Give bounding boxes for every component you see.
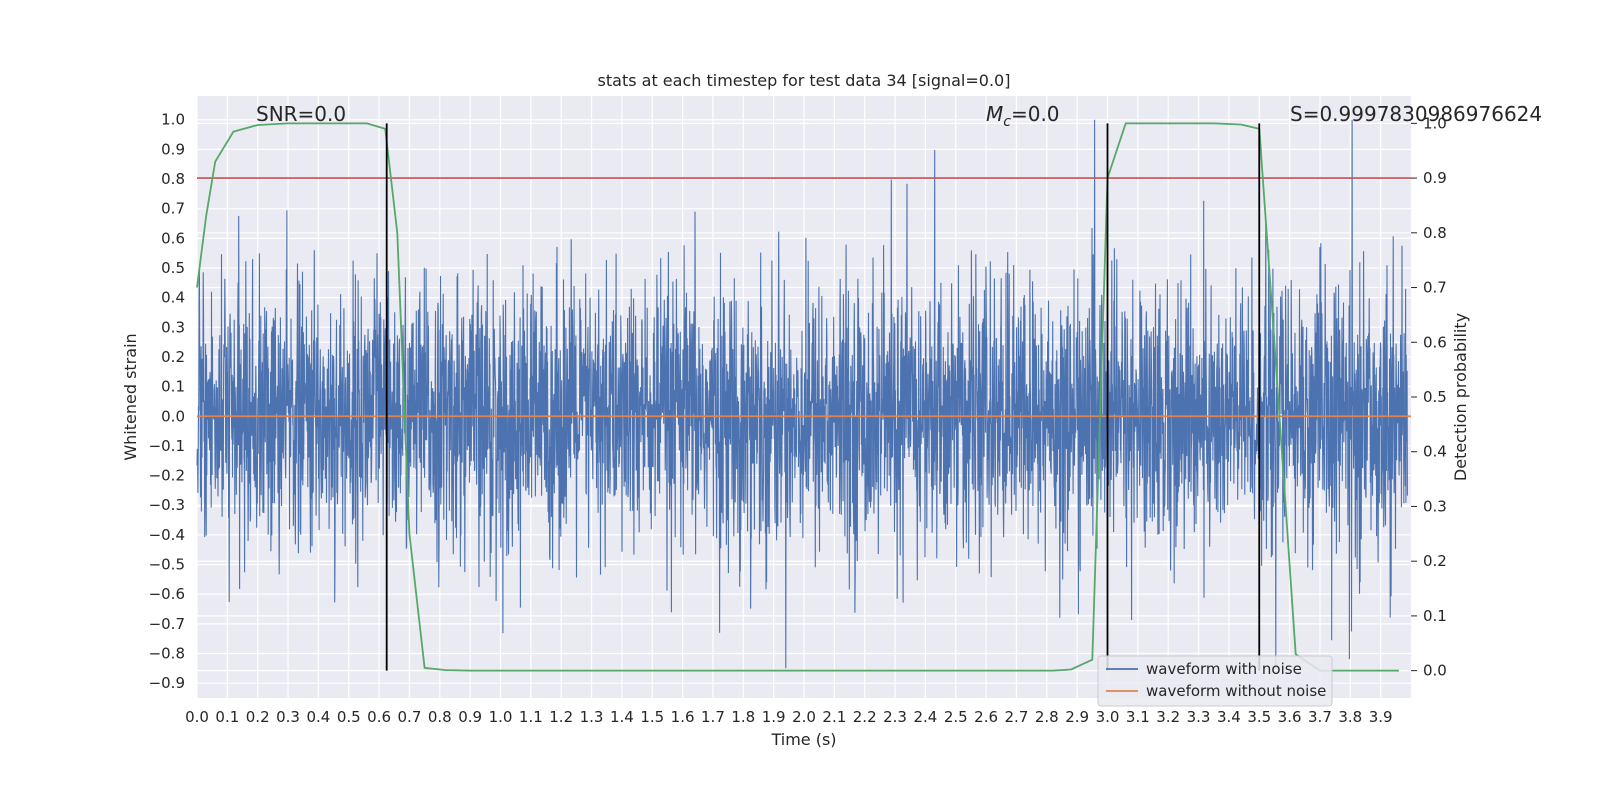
y-tick-label: −0.3 — [149, 496, 185, 514]
y-tick-label: −0.1 — [149, 437, 185, 455]
y2-tick-label: 0.5 — [1423, 388, 1447, 406]
y2-tick-label: 0.4 — [1423, 443, 1447, 461]
x-tick-label: 2.0 — [792, 708, 816, 726]
x-tick-label: 3.4 — [1217, 708, 1241, 726]
y-tick-label: 0.4 — [161, 289, 185, 307]
y2-tick-label: 1.0 — [1423, 114, 1447, 132]
y-tick-label: 0.6 — [161, 229, 185, 247]
x-tick-label: 2.9 — [1065, 708, 1089, 726]
y-ticks: 1.0 0.9 0.8 0.7 0.6 0.5 0.4 0.3 0.2 0.1 0.0 −0.1 −0.… — [149, 111, 185, 692]
x-tick-label: 1.9 — [762, 708, 786, 726]
x-tick-label: 1.7 — [701, 708, 725, 726]
y-tick-label: −0.2 — [149, 467, 185, 485]
x-ticks: 0.0 0.1 0.2 0.3 0.4 0.5 0.6 0.7 0.8 0.9 1.0 1.1 1.2 1… — [185, 708, 1393, 726]
annotation-s: S=0.9997830986976624 — [1290, 102, 1542, 126]
x-tick-label: 1.0 — [489, 708, 513, 726]
x-tick-label: 0.2 — [246, 708, 270, 726]
y-tick-label: −0.4 — [149, 526, 185, 544]
x-tick-label: 0.8 — [428, 708, 452, 726]
x-tick-label: 0.5 — [337, 708, 361, 726]
y2-tick-label: 0.9 — [1423, 169, 1447, 187]
series-waveform-with-noise — [196, 119, 1408, 669]
x-tick-label: 1.6 — [671, 708, 695, 726]
x-axis-label: Time (s) — [770, 730, 836, 749]
annotation-mc-main: M — [986, 102, 1003, 126]
x-tick-label: 3.1 — [1126, 708, 1150, 726]
y-tick-label: 0.3 — [161, 318, 185, 336]
legend-label-clean: waveform without noise — [1146, 682, 1326, 700]
x-tick-label: 2.8 — [1035, 708, 1059, 726]
x-tick-label: 3.8 — [1338, 708, 1362, 726]
y-tick-label: 0.0 — [161, 407, 185, 425]
annotation-snr: SNR=0.0 — [256, 102, 346, 126]
x-tick-label: 1.3 — [580, 708, 604, 726]
detection-probability-line — [196, 122, 1399, 672]
x-tick-label: 2.2 — [853, 708, 877, 726]
x-tick-label: 3.5 — [1247, 708, 1271, 726]
series-lines — [196, 122, 1411, 672]
x-tick-label: 1.5 — [640, 708, 664, 726]
x-tick-label: 0.0 — [185, 708, 209, 726]
y2-tick-label: 0.2 — [1423, 552, 1447, 570]
y-tick-label: −0.9 — [149, 674, 185, 692]
x-tick-label: 1.8 — [731, 708, 755, 726]
x-tick-label: 2.5 — [944, 708, 968, 726]
y2-tick-label: 0.7 — [1423, 279, 1447, 297]
legend: waveform with noise waveform without noi… — [1097, 655, 1333, 707]
y-tick-label: 0.8 — [161, 170, 185, 188]
y-tick-label: 0.9 — [161, 140, 185, 158]
y2-tick-label: 0.3 — [1423, 497, 1447, 515]
x-tick-label: 1.2 — [549, 708, 573, 726]
legend-box — [1097, 655, 1333, 707]
waveform-with-noise-line — [196, 119, 1408, 669]
x-tick-label: 1.4 — [610, 708, 634, 726]
x-tick-label: 2.3 — [883, 708, 907, 726]
y2-axis-label: Detection probability — [1451, 313, 1470, 481]
x-tick-label: 0.4 — [306, 708, 330, 726]
y-axis-label: Whitened strain — [121, 333, 140, 460]
x-tick-label: 0.7 — [398, 708, 422, 726]
y-tick-label: −0.5 — [149, 556, 185, 574]
x-tick-label: 2.6 — [974, 708, 998, 726]
x-tick-label: 0.3 — [276, 708, 300, 726]
legend-label-noise: waveform with noise — [1146, 660, 1302, 678]
x-tick-label: 2.1 — [822, 708, 846, 726]
x-tick-label: 0.1 — [215, 708, 239, 726]
y-tick-label: 0.7 — [161, 200, 185, 218]
x-tick-label: 3.9 — [1369, 708, 1393, 726]
x-tick-label: 3.2 — [1156, 708, 1180, 726]
x-tick-label: 3.3 — [1187, 708, 1211, 726]
x-tick-label: 3.0 — [1096, 708, 1120, 726]
y-tick-label: 0.1 — [161, 378, 185, 396]
annotation-mc: Mc=0.0 — [986, 102, 1060, 130]
x-tick-label: 3.7 — [1308, 708, 1332, 726]
y2-tick-label: 0.1 — [1423, 607, 1447, 625]
chart-title: stats at each timestep for test data 34 … — [598, 71, 1011, 90]
x-tick-label: 3.6 — [1278, 708, 1302, 726]
y-tick-label: 1.0 — [161, 111, 185, 129]
y-tick-label: −0.6 — [149, 585, 185, 603]
y-tick-label: 0.5 — [161, 259, 185, 277]
x-tick-label: 1.1 — [519, 708, 543, 726]
y2-tick-label: 0.0 — [1423, 662, 1447, 680]
y-tick-label: −0.8 — [149, 645, 185, 663]
x-tick-label: 2.7 — [1005, 708, 1029, 726]
annotation-mc-rest: =0.0 — [1011, 102, 1060, 126]
y-tick-label: −0.7 — [149, 615, 185, 633]
annotation-mc-sub: c — [1003, 114, 1011, 130]
x-tick-label: 0.9 — [458, 708, 482, 726]
y2-tick-label: 0.8 — [1423, 224, 1447, 242]
y-tick-label: 0.2 — [161, 348, 185, 366]
y2-ticks: 1.0 0.9 0.8 0.7 0.6 0.5 0.4 0.3 0.2 0.1 0.0 — [1411, 114, 1447, 680]
y2-tick-label: 0.6 — [1423, 333, 1447, 351]
x-tick-label: 0.6 — [367, 708, 391, 726]
x-tick-label: 2.4 — [913, 708, 937, 726]
